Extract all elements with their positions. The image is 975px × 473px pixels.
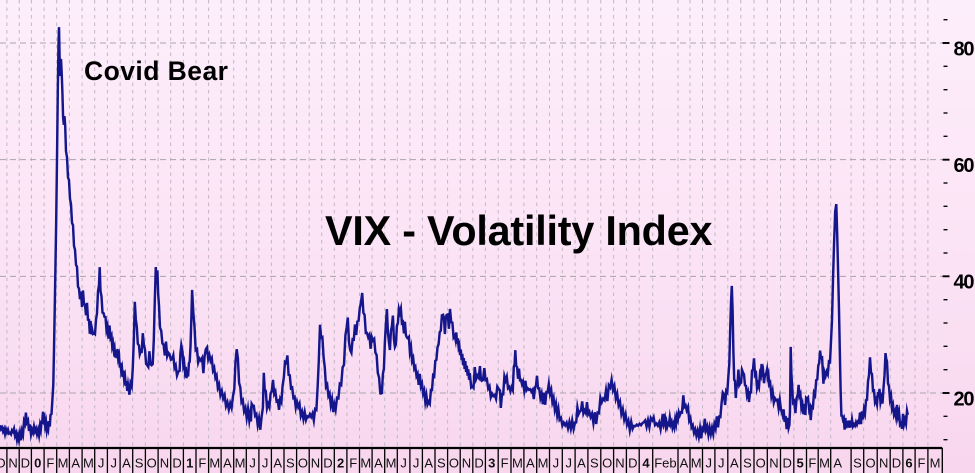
- svg-text:VIX - Volatility Index: VIX - Volatility Index: [325, 208, 712, 254]
- svg-text:F: F: [808, 456, 816, 471]
- svg-text:M: M: [209, 456, 220, 471]
- svg-text:A: A: [71, 456, 80, 471]
- svg-text:N: N: [879, 456, 888, 471]
- svg-text:S: S: [437, 456, 446, 471]
- svg-text:M: M: [819, 456, 830, 471]
- svg-text:A: A: [122, 456, 131, 471]
- svg-text:3: 3: [488, 456, 495, 471]
- svg-text:5: 5: [796, 456, 803, 471]
- svg-text:M: M: [58, 456, 69, 471]
- svg-text:M: M: [83, 456, 94, 471]
- svg-text:F: F: [501, 456, 509, 471]
- svg-text:F: F: [349, 456, 357, 471]
- svg-text:0: 0: [34, 456, 41, 471]
- svg-text:A: A: [273, 456, 282, 471]
- svg-text:M: M: [512, 456, 523, 471]
- svg-text:M: M: [360, 456, 371, 471]
- svg-text:J: J: [413, 456, 420, 471]
- svg-text:A: A: [730, 456, 739, 471]
- svg-text:60: 60: [954, 155, 975, 177]
- svg-text:D: D: [323, 456, 332, 471]
- svg-text:O: O: [865, 456, 875, 471]
- svg-text:Covid Bear: Covid Bear: [84, 56, 228, 86]
- svg-text:D: D: [783, 456, 792, 471]
- svg-text:N: N: [769, 456, 778, 471]
- svg-text:S: S: [286, 456, 295, 471]
- svg-text:6: 6: [905, 456, 912, 471]
- svg-text:J: J: [718, 456, 725, 471]
- svg-text:N: N: [615, 456, 624, 471]
- svg-text:A: A: [374, 456, 383, 471]
- svg-text:S: S: [743, 456, 752, 471]
- svg-text:A: A: [424, 456, 433, 471]
- svg-text:F: F: [198, 456, 206, 471]
- svg-text:M: M: [930, 456, 941, 471]
- svg-text:M: M: [691, 456, 702, 471]
- svg-text:M: M: [386, 456, 397, 471]
- svg-text:O: O: [449, 456, 459, 471]
- svg-text:D: D: [172, 456, 181, 471]
- svg-text:J: J: [262, 456, 269, 471]
- svg-text:S: S: [590, 456, 599, 471]
- svg-text:O: O: [147, 456, 157, 471]
- svg-text:D: D: [474, 456, 483, 471]
- svg-text:O: O: [0, 456, 6, 471]
- svg-text:O: O: [756, 456, 766, 471]
- svg-text:A: A: [680, 456, 689, 471]
- svg-text:J: J: [705, 456, 712, 471]
- svg-text:2: 2: [337, 456, 344, 471]
- svg-text:20: 20: [954, 388, 975, 410]
- svg-text:D: D: [21, 456, 30, 471]
- svg-text:D: D: [892, 456, 901, 471]
- svg-text:O: O: [602, 456, 612, 471]
- svg-text:N: N: [462, 456, 471, 471]
- svg-text:O: O: [298, 456, 308, 471]
- svg-text:Feb: Feb: [654, 456, 676, 471]
- svg-text:S: S: [853, 456, 862, 471]
- svg-text:N: N: [311, 456, 320, 471]
- svg-text:1: 1: [186, 456, 193, 471]
- svg-text:J: J: [110, 456, 117, 471]
- svg-text:F: F: [46, 456, 54, 471]
- svg-text:N: N: [160, 456, 169, 471]
- svg-text:A: A: [833, 456, 842, 471]
- svg-text:4: 4: [642, 456, 650, 471]
- svg-text:S: S: [135, 456, 144, 471]
- svg-text:J: J: [98, 456, 105, 471]
- svg-text:J: J: [565, 456, 572, 471]
- svg-text:J: J: [553, 456, 560, 471]
- svg-text:F: F: [918, 456, 926, 471]
- svg-text:80: 80: [954, 38, 975, 60]
- svg-text:A: A: [526, 456, 535, 471]
- svg-text:40: 40: [954, 272, 975, 294]
- svg-text:J: J: [249, 456, 256, 471]
- svg-text:D: D: [628, 456, 637, 471]
- svg-text:A: A: [223, 456, 232, 471]
- svg-text:A: A: [577, 456, 586, 471]
- svg-text:M: M: [538, 456, 549, 471]
- svg-text:M: M: [235, 456, 246, 471]
- svg-text:J: J: [400, 456, 407, 471]
- svg-text:N: N: [8, 456, 17, 471]
